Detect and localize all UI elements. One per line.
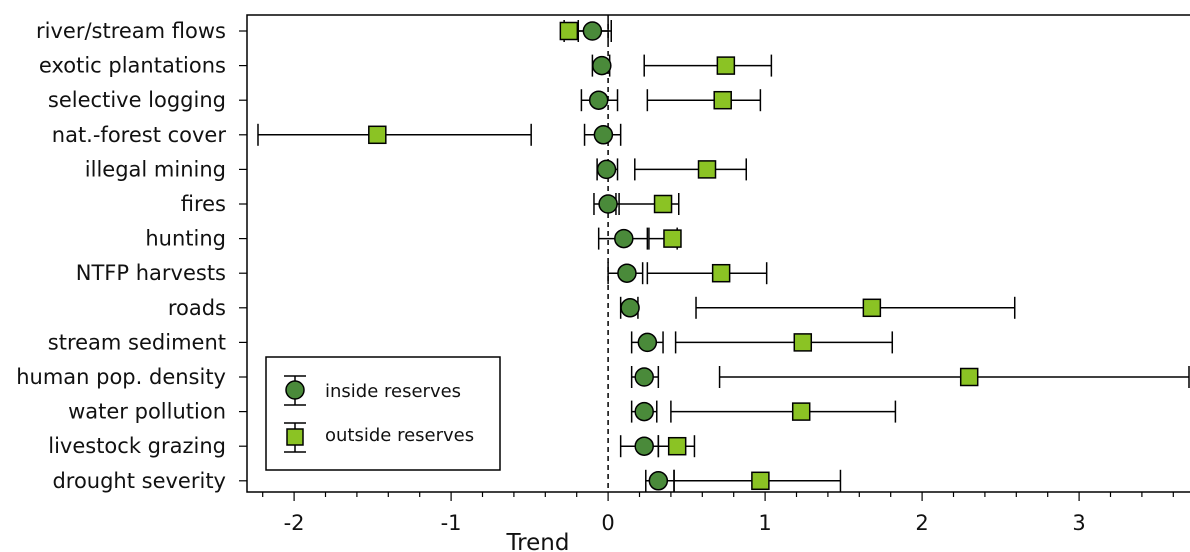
legend-item-outside-reserves: outside reserves [284, 422, 474, 453]
category-labels: river/stream flows exotic plantations sele… [16, 19, 247, 493]
inside-reserves-point [634, 436, 654, 456]
outside-reserves-point [711, 263, 731, 283]
inside-reserves-point [596, 159, 617, 180]
category-label: fires [181, 192, 226, 216]
error-bar [695, 296, 1016, 319]
error-bar [674, 331, 894, 354]
legend-box [265, 356, 501, 471]
legend-item-inside-reserves: inside reserves [284, 375, 461, 406]
inside-reserves-point [614, 228, 634, 249]
x-tick-label: 2 [915, 511, 928, 535]
legend-label-outside: outside reserves [325, 425, 474, 446]
category-label: human pop. density [16, 365, 226, 389]
x-axis-ticks: -2 -1 0 1 2 3 [262, 492, 1174, 535]
inside-reserves-point [593, 125, 614, 145]
legend-label-inside: inside reserves [325, 381, 461, 402]
outside-reserves-point [653, 194, 673, 214]
category-label: drought severity [52, 469, 226, 493]
error-bar [670, 400, 897, 423]
category-label: illegal mining [85, 157, 226, 181]
category-label: stream sediment [48, 330, 226, 354]
outside-reserves-point [667, 436, 687, 456]
error-bar [646, 89, 762, 112]
error-bar [643, 54, 773, 77]
outside-reserves-point [713, 90, 732, 110]
category-label: roads [168, 296, 226, 320]
x-tick-label: 1 [758, 511, 771, 535]
outside-reserves-point [793, 333, 813, 352]
inside-reserves-point [634, 401, 654, 422]
outside-reserves-point [559, 21, 579, 41]
category-label: nat.-forest cover [52, 123, 227, 147]
x-axis-title: Trend [506, 530, 570, 552]
outside-reserves-point [368, 125, 387, 145]
inside-reserves-point [598, 194, 618, 214]
outside-reserves-point [663, 229, 682, 248]
x-tick-label: -1 [441, 511, 462, 535]
inside-reserves-point [588, 90, 609, 110]
category-label: water pollution [68, 400, 226, 424]
category-label: exotic plantations [39, 54, 226, 78]
x-tick-label: 0 [601, 511, 614, 535]
outside-reserves-point [751, 471, 770, 491]
outside-reserves-point [716, 56, 736, 75]
plot-area-frame [246, 14, 1190, 493]
inside-reserves-point [582, 21, 603, 41]
category-label: NTFP harvests [76, 261, 226, 285]
outside-reserves-point [791, 402, 811, 421]
error-bar [257, 123, 532, 146]
error-bar [718, 366, 1190, 388]
outside-reserves-point [959, 367, 979, 387]
inside-reserves-point [648, 471, 669, 491]
category-label: livestock grazing [48, 434, 226, 458]
outside-reserves-point [697, 160, 717, 179]
x-tick-label: -2 [284, 511, 305, 535]
inside-reserves-point [592, 55, 612, 76]
inside-reserves-point [617, 263, 637, 283]
legend-square-marker [286, 428, 304, 446]
error-bar [634, 158, 748, 181]
category-label: selective logging [48, 88, 226, 112]
series-layer [257, 20, 1190, 492]
outside-reserves-point [862, 298, 882, 318]
inside-reserves-point [620, 298, 640, 318]
error-bar [646, 262, 768, 285]
legend: inside reserves outside reserves [265, 356, 501, 471]
category-label: hunting [145, 227, 226, 251]
inside-reserves-point [637, 332, 658, 353]
legend-circle-marker [285, 380, 305, 400]
inside-reserves-point [634, 367, 654, 387]
x-tick-label: 3 [1072, 511, 1085, 535]
category-label: river/stream flows [36, 19, 226, 43]
